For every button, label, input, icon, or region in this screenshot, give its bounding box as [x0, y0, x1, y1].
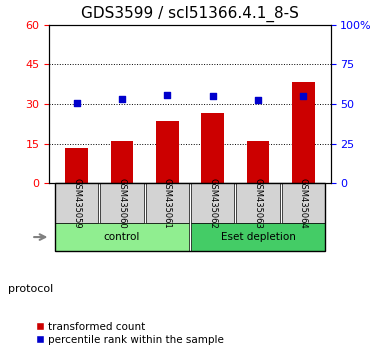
Point [164, 92, 170, 98]
Point [210, 93, 216, 99]
Point [255, 97, 261, 103]
Bar [111, 141, 133, 183]
Text: protocol: protocol [8, 284, 53, 293]
Bar [156, 121, 179, 183]
Text: GSM435060: GSM435060 [117, 178, 127, 228]
Bar [292, 82, 315, 183]
Title: GDS3599 / scl51366.4.1_8-S: GDS3599 / scl51366.4.1_8-S [81, 6, 299, 22]
Text: GSM435062: GSM435062 [208, 178, 217, 228]
Bar [100, 183, 144, 223]
Bar [191, 223, 325, 251]
Point [119, 96, 125, 101]
Bar [191, 183, 234, 223]
Point [74, 101, 80, 106]
Bar [201, 113, 224, 183]
Bar [247, 141, 269, 183]
Bar [55, 223, 189, 251]
Text: control: control [104, 232, 140, 242]
Text: Eset depletion: Eset depletion [221, 232, 296, 242]
Text: GSM435059: GSM435059 [72, 178, 81, 228]
Bar [282, 183, 325, 223]
Bar [55, 183, 98, 223]
Bar [146, 183, 189, 223]
Bar [65, 148, 88, 183]
Text: GSM435061: GSM435061 [163, 178, 172, 228]
Legend: transformed count, percentile rank within the sample: transformed count, percentile rank withi… [32, 317, 228, 349]
Text: GSM435064: GSM435064 [299, 178, 308, 228]
Text: GSM435063: GSM435063 [253, 178, 263, 229]
Bar [236, 183, 280, 223]
Point [300, 93, 306, 99]
